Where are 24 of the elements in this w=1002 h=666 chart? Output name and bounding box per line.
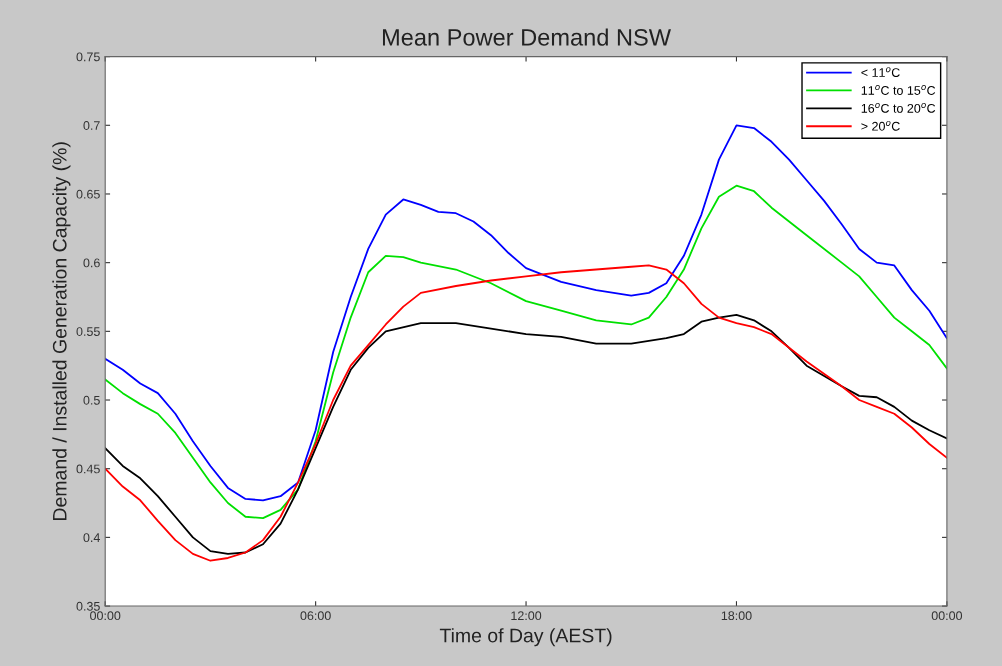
x-tick-label: 00:00 xyxy=(90,611,121,621)
line-series xyxy=(105,264,947,562)
y-tick-label: 0.65 xyxy=(76,189,100,199)
x-tick-label: 00:00 xyxy=(931,611,963,621)
line-series xyxy=(105,184,947,520)
x-tick-label: 12:00 xyxy=(511,611,542,621)
y-tick-label: 0.45 xyxy=(76,464,100,474)
legend-label: < 11$^{o}$C xyxy=(861,67,900,77)
x-tick-label: 18:00 xyxy=(721,611,752,621)
y-tick-label: 0.35 xyxy=(76,601,100,611)
line-series xyxy=(105,313,947,555)
y-tick-label: 0.55 xyxy=(76,327,100,336)
y-axis-title: Demand / Installed Generation Capacity (%) xyxy=(52,142,71,520)
x-tick-label: 06:00 xyxy=(300,611,331,621)
y-tick-label: 0.75 xyxy=(76,52,100,62)
y-tick-label: 0.6 xyxy=(83,258,100,268)
chart-title: Mean Power Demand NSW xyxy=(382,28,671,46)
legend-label: > 20$^{o}$C xyxy=(861,120,900,131)
y-tick-label: 0.4 xyxy=(83,533,100,543)
y-tick-label: 0.7 xyxy=(83,121,100,130)
y-tick-label: 0.5 xyxy=(83,395,100,405)
x-axis-title: Time of Day (AEST) xyxy=(439,628,612,647)
legend-label: 11$^{o}$C to 15$^{o}$C xyxy=(861,85,936,95)
legend-label: 16$^{o}$C to 20$^{o}$C xyxy=(861,102,936,113)
